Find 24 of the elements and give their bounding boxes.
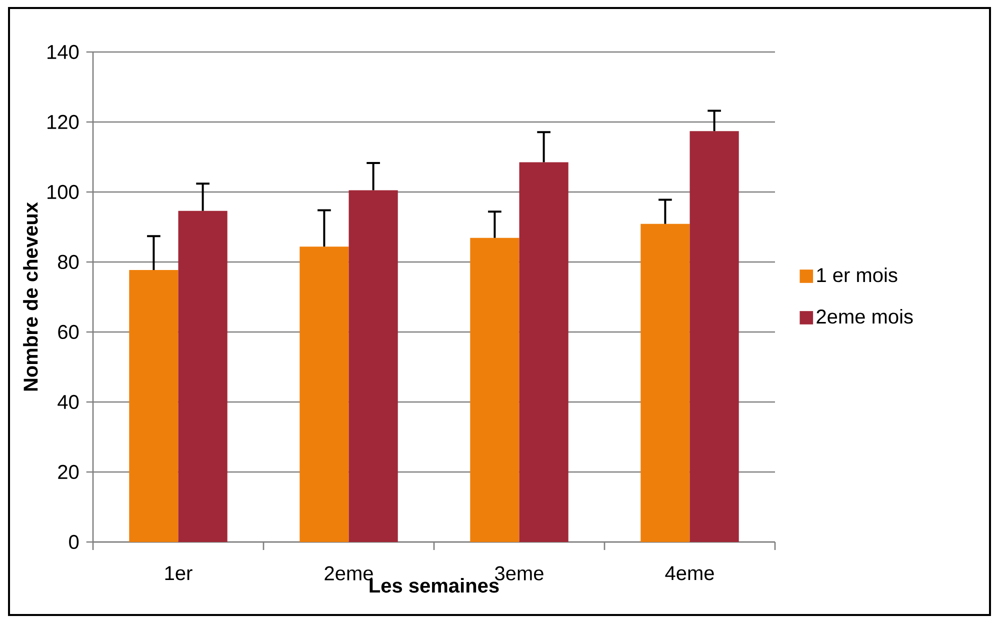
y-tick-label: 120 xyxy=(48,114,79,130)
x-tick-label: 4eme xyxy=(665,566,714,580)
bar xyxy=(178,210,228,542)
y-tick-label: 60 xyxy=(58,324,79,340)
y-tick-label: 80 xyxy=(58,254,79,270)
x-axis-title: Les semaines xyxy=(370,578,499,593)
legend-label: 2eme mois xyxy=(816,308,913,324)
bar xyxy=(348,190,398,542)
bar xyxy=(519,162,568,542)
x-tick-label: 3eme xyxy=(494,566,544,580)
y-tick-label: 140 xyxy=(48,44,79,60)
bar xyxy=(640,224,690,542)
y-tick-label: 20 xyxy=(58,464,79,480)
bar xyxy=(300,246,349,542)
y-axis-title: Nombre de cheveux xyxy=(23,202,38,391)
bar xyxy=(129,270,178,542)
x-tick-label: 2eme xyxy=(324,566,373,580)
y-tick-label: 0 xyxy=(69,534,79,550)
x-tick-label: 1er xyxy=(165,566,192,580)
legend-label: 1 er mois xyxy=(817,268,898,282)
bar xyxy=(690,131,739,542)
y-tick-label: 40 xyxy=(58,394,79,410)
y-tick-label: 100 xyxy=(48,184,79,200)
bar xyxy=(470,238,520,542)
